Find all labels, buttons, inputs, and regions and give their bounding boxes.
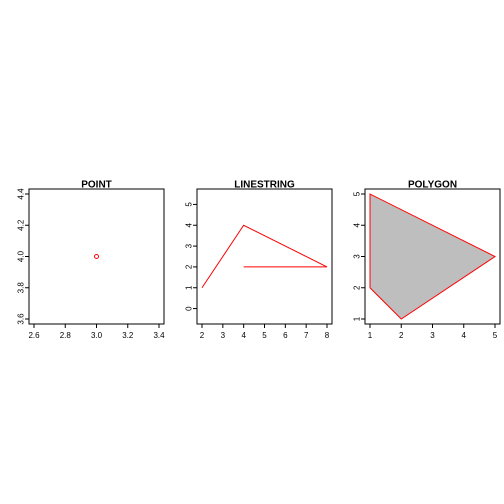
y-tick-label: 3.8 — [17, 282, 26, 294]
x-axis: 2.6 2.8 3.0 3.2 3.4 — [28, 323, 165, 340]
y-tick-label: 2 — [185, 264, 194, 269]
x-tick-label: 7 — [304, 331, 309, 340]
y-tick-label: 4.0 — [17, 250, 26, 262]
x-tick-label: 4 — [462, 331, 467, 340]
polygon-shape — [369, 193, 496, 320]
plot-frame — [196, 188, 333, 325]
x-tick-label: 2 — [399, 331, 404, 340]
x-tick-label: 3.4 — [153, 331, 165, 340]
x-tick-label: 3 — [221, 331, 226, 340]
y-tick-label: 4.2 — [17, 219, 26, 231]
y-tick-label: 4 — [185, 222, 194, 227]
panel-polygon: POLYGON 1 2 3 4 5 1 2 3 4 5 — [353, 180, 501, 340]
plot-marks — [94, 254, 99, 259]
y-axis: 1 2 3 4 5 — [353, 191, 366, 321]
x-tick-label: 2.8 — [60, 331, 72, 340]
data-point — [94, 254, 99, 259]
y-tick-label: 1 — [185, 285, 194, 290]
x-tick-label: 3.0 — [91, 331, 103, 340]
plot-frame — [28, 188, 165, 325]
x-tick-label: 2 — [200, 331, 205, 340]
y-tick-label: 1 — [353, 316, 362, 321]
y-tick-label: 4.4 — [17, 188, 26, 200]
x-tick-label: 5 — [493, 331, 498, 340]
x-tick-label: 3.2 — [122, 331, 134, 340]
x-tick-label: 6 — [283, 331, 288, 340]
plot-marks — [201, 224, 328, 289]
panel-linestring: LINESTRING 2 3 4 5 6 7 8 0 1 2 3 4 5 — [185, 180, 333, 340]
panel-title: LINESTRING — [234, 180, 295, 191]
x-tick-label: 4 — [241, 331, 246, 340]
y-tick-label: 4 — [353, 222, 362, 227]
y-tick-label: 5 — [353, 191, 362, 196]
linestring-line — [201, 224, 328, 289]
y-axis: 3.6 3.8 4.0 4.2 4.4 — [17, 188, 30, 325]
y-tick-label: 3 — [353, 254, 362, 259]
y-axis: 0 1 2 3 4 5 — [185, 202, 198, 311]
y-tick-label: 2 — [353, 285, 362, 290]
y-tick-label: 3.6 — [17, 313, 26, 325]
x-tick-label: 8 — [325, 331, 330, 340]
x-tick-label: 1 — [368, 331, 373, 340]
x-axis: 1 2 3 4 5 — [368, 323, 498, 340]
y-tick-label: 0 — [185, 306, 194, 311]
panel-title: POINT — [81, 180, 112, 191]
plot-marks — [369, 193, 496, 320]
x-axis: 2 3 4 5 6 7 8 — [200, 323, 330, 340]
x-tick-label: 2.6 — [28, 331, 40, 340]
y-tick-label: 5 — [185, 202, 194, 207]
y-tick-label: 3 — [185, 243, 194, 248]
x-tick-label: 5 — [262, 331, 267, 340]
panel-title: POLYGON — [408, 180, 457, 191]
panel-point: POINT 2.6 2.8 3.0 3.2 3.4 3.6 3.8 4.0 4.2 4.4 — [17, 180, 166, 341]
x-tick-label: 3 — [430, 331, 435, 340]
